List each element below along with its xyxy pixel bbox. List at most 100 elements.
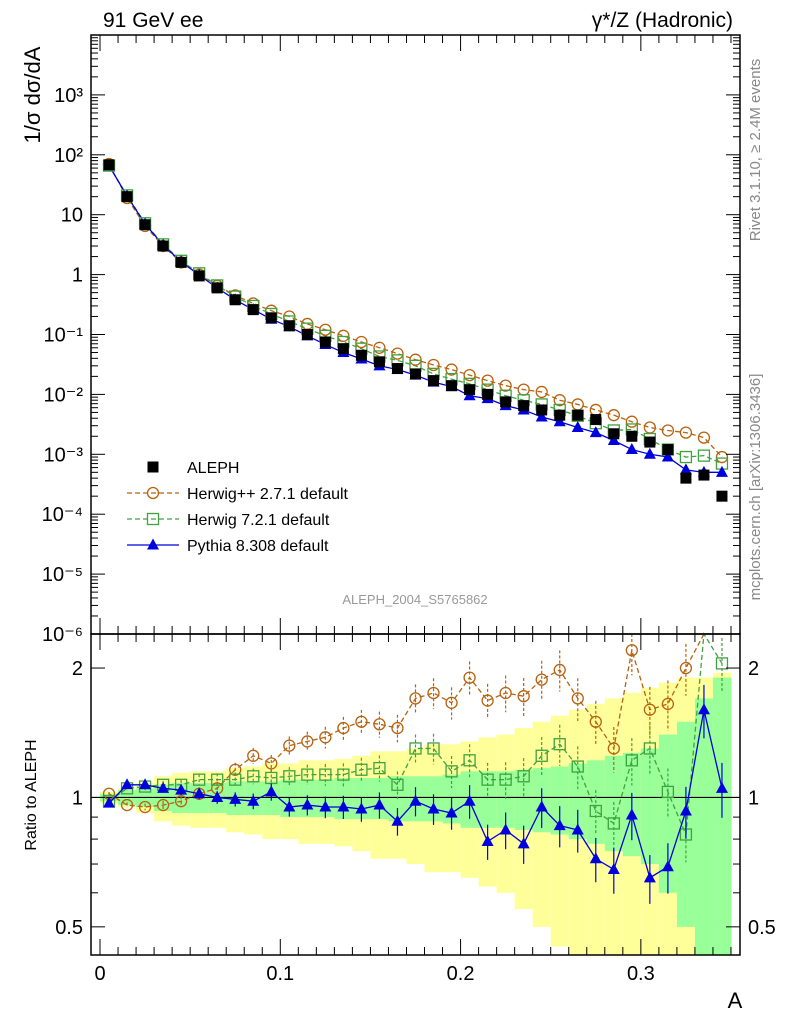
main-y-tick-label: 10⁻¹ xyxy=(44,325,84,347)
ratio-point-herwig7 xyxy=(445,765,458,778)
ratio-point-pythia xyxy=(499,823,512,835)
watermark: ALEPH_2004_S5765862 xyxy=(342,592,487,607)
ratio-point-pythia xyxy=(157,781,170,793)
main-y-tick-label: 10⁻² xyxy=(44,384,84,406)
main-y-tick-label: 10³ xyxy=(54,85,83,107)
main-point-aleph xyxy=(500,396,512,408)
band-green xyxy=(694,698,714,955)
ratio-frame xyxy=(90,633,741,956)
main-point-aleph xyxy=(355,349,367,361)
main-point-aleph xyxy=(662,444,674,456)
ratio-point-herwigpp xyxy=(463,671,476,684)
ratio-point-pythia xyxy=(553,819,566,831)
main-point-pythia xyxy=(589,426,602,438)
ratio-point-herwigpp xyxy=(355,715,368,728)
ratio-point-pythia xyxy=(607,862,620,874)
main-y-tick-label: 10⁻⁴ xyxy=(42,504,83,526)
main-y-tick-label: 10⁻⁶ xyxy=(42,624,83,646)
main-point-aleph xyxy=(698,469,710,481)
ratio-point-herwigpp xyxy=(553,663,566,677)
ratio-point-pythia xyxy=(265,785,278,797)
ratio-point-pythia xyxy=(463,794,476,806)
main-point-herwigpp xyxy=(373,341,386,354)
ratio-point-herwigpp xyxy=(156,798,170,812)
main-point-aleph xyxy=(626,430,638,442)
main-point-aleph xyxy=(103,159,115,171)
main-point-herwigpp xyxy=(391,347,404,360)
legend-label-herwigpp: Herwig++ 2.7.1 default xyxy=(187,486,349,503)
legend-marker-herwigpp xyxy=(146,486,160,500)
main-point-aleph xyxy=(644,436,656,448)
ratio-y-tick-label-right: 1 xyxy=(748,787,759,809)
ratio-point-herwig7 xyxy=(409,742,422,755)
ratio-point-herwigpp xyxy=(661,697,675,711)
main-line-herwigpp xyxy=(108,163,723,458)
ratio-point-herwigpp xyxy=(607,742,620,755)
main-point-pythia xyxy=(535,410,548,422)
ratio-point-pythia xyxy=(697,703,710,715)
main-point-aleph xyxy=(680,472,692,484)
ratio-y-tick-label-left: 2 xyxy=(72,658,83,680)
ratio-point-pythia xyxy=(589,852,602,864)
ratio-point-herwig7 xyxy=(625,754,638,767)
ratio-point-pythia xyxy=(427,802,440,814)
main-y-axis-label: 1/σ dσ/dA xyxy=(20,46,45,143)
main-point-herwigpp xyxy=(427,358,440,372)
main-point-herwigpp xyxy=(445,363,458,376)
ratio-point-herwig7 xyxy=(391,778,404,791)
main-point-herwigpp xyxy=(625,415,638,428)
main-y-tick-label: 10² xyxy=(54,145,83,167)
header-right-title: γ*/Z (Hadronic) xyxy=(592,9,733,32)
ratio-point-herwigpp xyxy=(319,731,332,744)
main-point-aleph xyxy=(229,294,241,306)
ratio-point-herwigpp xyxy=(517,690,530,703)
main-point-pythia xyxy=(553,415,566,427)
main-point-aleph xyxy=(175,256,187,268)
ratio-point-herwig7 xyxy=(481,773,494,786)
ratio-point-herwigpp xyxy=(301,735,314,748)
main-point-aleph xyxy=(157,240,169,252)
main-point-herwigpp xyxy=(481,374,494,387)
ratio-point-herwig7 xyxy=(337,768,350,781)
ratio-point-herwig7 xyxy=(589,804,602,818)
ratio-point-pythia xyxy=(175,783,188,795)
x-tick-label: 0.2 xyxy=(447,963,475,985)
legend-marker-herwig7 xyxy=(146,512,160,526)
x-tick-label: 0.1 xyxy=(266,963,294,985)
ratio-line-herwigpp xyxy=(108,633,722,808)
ratio-point-herwigpp xyxy=(481,694,494,707)
ratio-point-pythia xyxy=(229,792,242,804)
ratio-point-herwig7 xyxy=(301,768,314,781)
ratio-point-herwigpp xyxy=(265,757,278,770)
ratio-axes: 0.5 0.5 1 1 2 2 0 0.1 0.2 0.3 xyxy=(55,633,776,985)
ratio-point-pythia xyxy=(193,787,206,799)
ratio-point-herwig7 xyxy=(499,773,512,786)
main-point-aleph xyxy=(572,409,584,421)
ratio-point-herwigpp xyxy=(409,692,422,705)
ratio-y-axis-label: Ratio to ALEPH xyxy=(23,739,40,850)
ratio-point-herwigpp xyxy=(625,644,638,657)
ratio-point-pythia xyxy=(337,800,350,812)
ratio-point-herwigpp xyxy=(247,749,260,762)
ratio-point-herwig7 xyxy=(571,760,584,773)
legend-marker-aleph xyxy=(147,461,159,473)
main-point-herwigpp xyxy=(679,426,693,439)
main-point-aleph xyxy=(139,219,151,231)
main-point-aleph xyxy=(590,414,602,426)
ratio-point-herwigpp xyxy=(373,718,386,731)
ratio-point-herwig7 xyxy=(283,770,296,783)
ratio-point-pythia xyxy=(445,806,458,818)
ratio-point-herwig7 xyxy=(211,773,224,786)
ratio-point-herwigpp xyxy=(337,721,350,735)
mcplots-label: mcplots.cern.ch [arXiv:1306.3436] xyxy=(747,374,764,601)
main-point-aleph xyxy=(446,380,458,392)
band-green xyxy=(568,763,588,840)
legend: ALEPH Herwig++ 2.7.1 default Herwig 7.2.1 … xyxy=(127,460,349,555)
ratio-point-pythia xyxy=(481,834,494,846)
ratio-point-herwigpp xyxy=(427,686,440,700)
main-line-herwig7 xyxy=(108,165,723,465)
ratio-point-herwigpp xyxy=(445,696,458,709)
ratio-series-group xyxy=(102,631,729,904)
main-y-tick-label: 10⁻³ xyxy=(44,444,84,466)
